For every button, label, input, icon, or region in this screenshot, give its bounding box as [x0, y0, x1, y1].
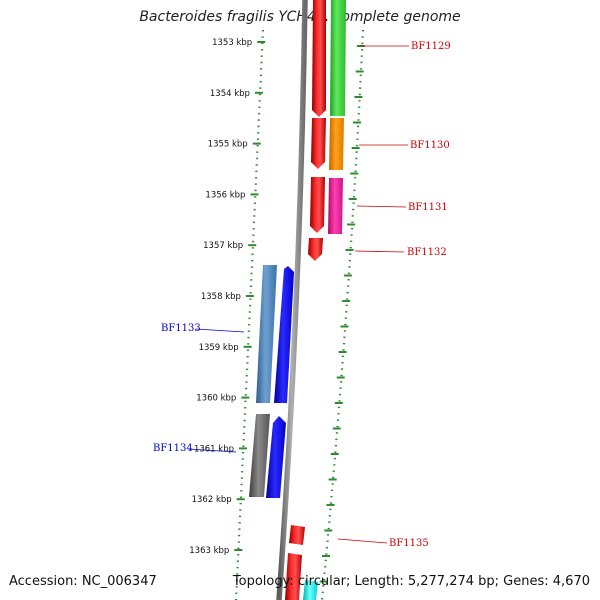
backbone-track [276, 0, 308, 600]
ruler-tick-label: 1362 kbp [192, 495, 232, 505]
gene-arrow-bf1133 [274, 266, 294, 403]
ruler-dots [234, 29, 365, 600]
gene-label-bf1133[interactable]: BF1133 [161, 323, 201, 334]
map-title: Bacteroides fragilis YCH46, complete gen… [139, 9, 461, 25]
gene-arrow-bf1132 [308, 238, 323, 261]
function-track [303, 0, 346, 600]
inner-dotted-track [234, 29, 265, 600]
gene-arrow-bf1131 [310, 177, 325, 233]
reverse-track [249, 265, 294, 498]
ruler-tick-label: 1354 kbp [210, 89, 250, 99]
ruler-tick-label: 1353 kbp [212, 38, 252, 48]
ruler-tick-label: 1357 kbp [203, 241, 243, 251]
ruler-tick-label: 1355 kbp [208, 140, 248, 150]
ruler-tick-label: 1361 kbp [194, 444, 234, 454]
gene-label-bf1131[interactable]: BF1131 [408, 202, 448, 213]
ruler-tick-label: 1358 kbp [201, 292, 241, 302]
gene-label-bf1129[interactable]: BF1129 [411, 41, 451, 52]
gene-label-bf1135[interactable]: BF1135 [389, 538, 429, 549]
ruler-tick-label: 1356 kbp [205, 190, 245, 200]
ruler-tick-label: 1359 kbp [199, 343, 239, 353]
gene-arrow-bf1135-a [289, 525, 305, 545]
ruler-tick-label: 1363 kbp [189, 546, 229, 556]
gene-arrow-bf1135-b [285, 553, 302, 600]
ruler-ticks: 1353 kbp 1354 kbp 1355 kbp 1356 kbp 1357 kbp… [189, 38, 266, 556]
gene-labels: BF1129 BF1130 BF1131 BF1132 BF1133 BF113… [153, 41, 451, 549]
gene-block-orange [329, 118, 344, 170]
gene-block-cyan [303, 580, 318, 600]
gene-arrow-bf1134 [266, 416, 286, 498]
gene-label-bf1132[interactable]: BF1132 [407, 247, 447, 258]
ruler-tick-label: 1360 kbp [196, 394, 236, 404]
gene-block-bf1133 [256, 265, 277, 403]
gene-block-bf1134 [249, 414, 270, 497]
gene-label-bf1130[interactable]: BF1130 [410, 140, 450, 151]
gene-arrow-bf1130 [311, 118, 326, 169]
forward-track [285, 0, 326, 600]
gene-arrow-bf1129 [312, 0, 326, 117]
genome-summary-text: Topology: circular; Length: 5,277,274 bp… [232, 574, 590, 589]
gene-block-green [330, 0, 346, 116]
accession-text: Accession: NC_006347 [9, 574, 157, 589]
gene-block-pink [328, 178, 343, 234]
gene-label-bf1134[interactable]: BF1134 [153, 443, 193, 454]
